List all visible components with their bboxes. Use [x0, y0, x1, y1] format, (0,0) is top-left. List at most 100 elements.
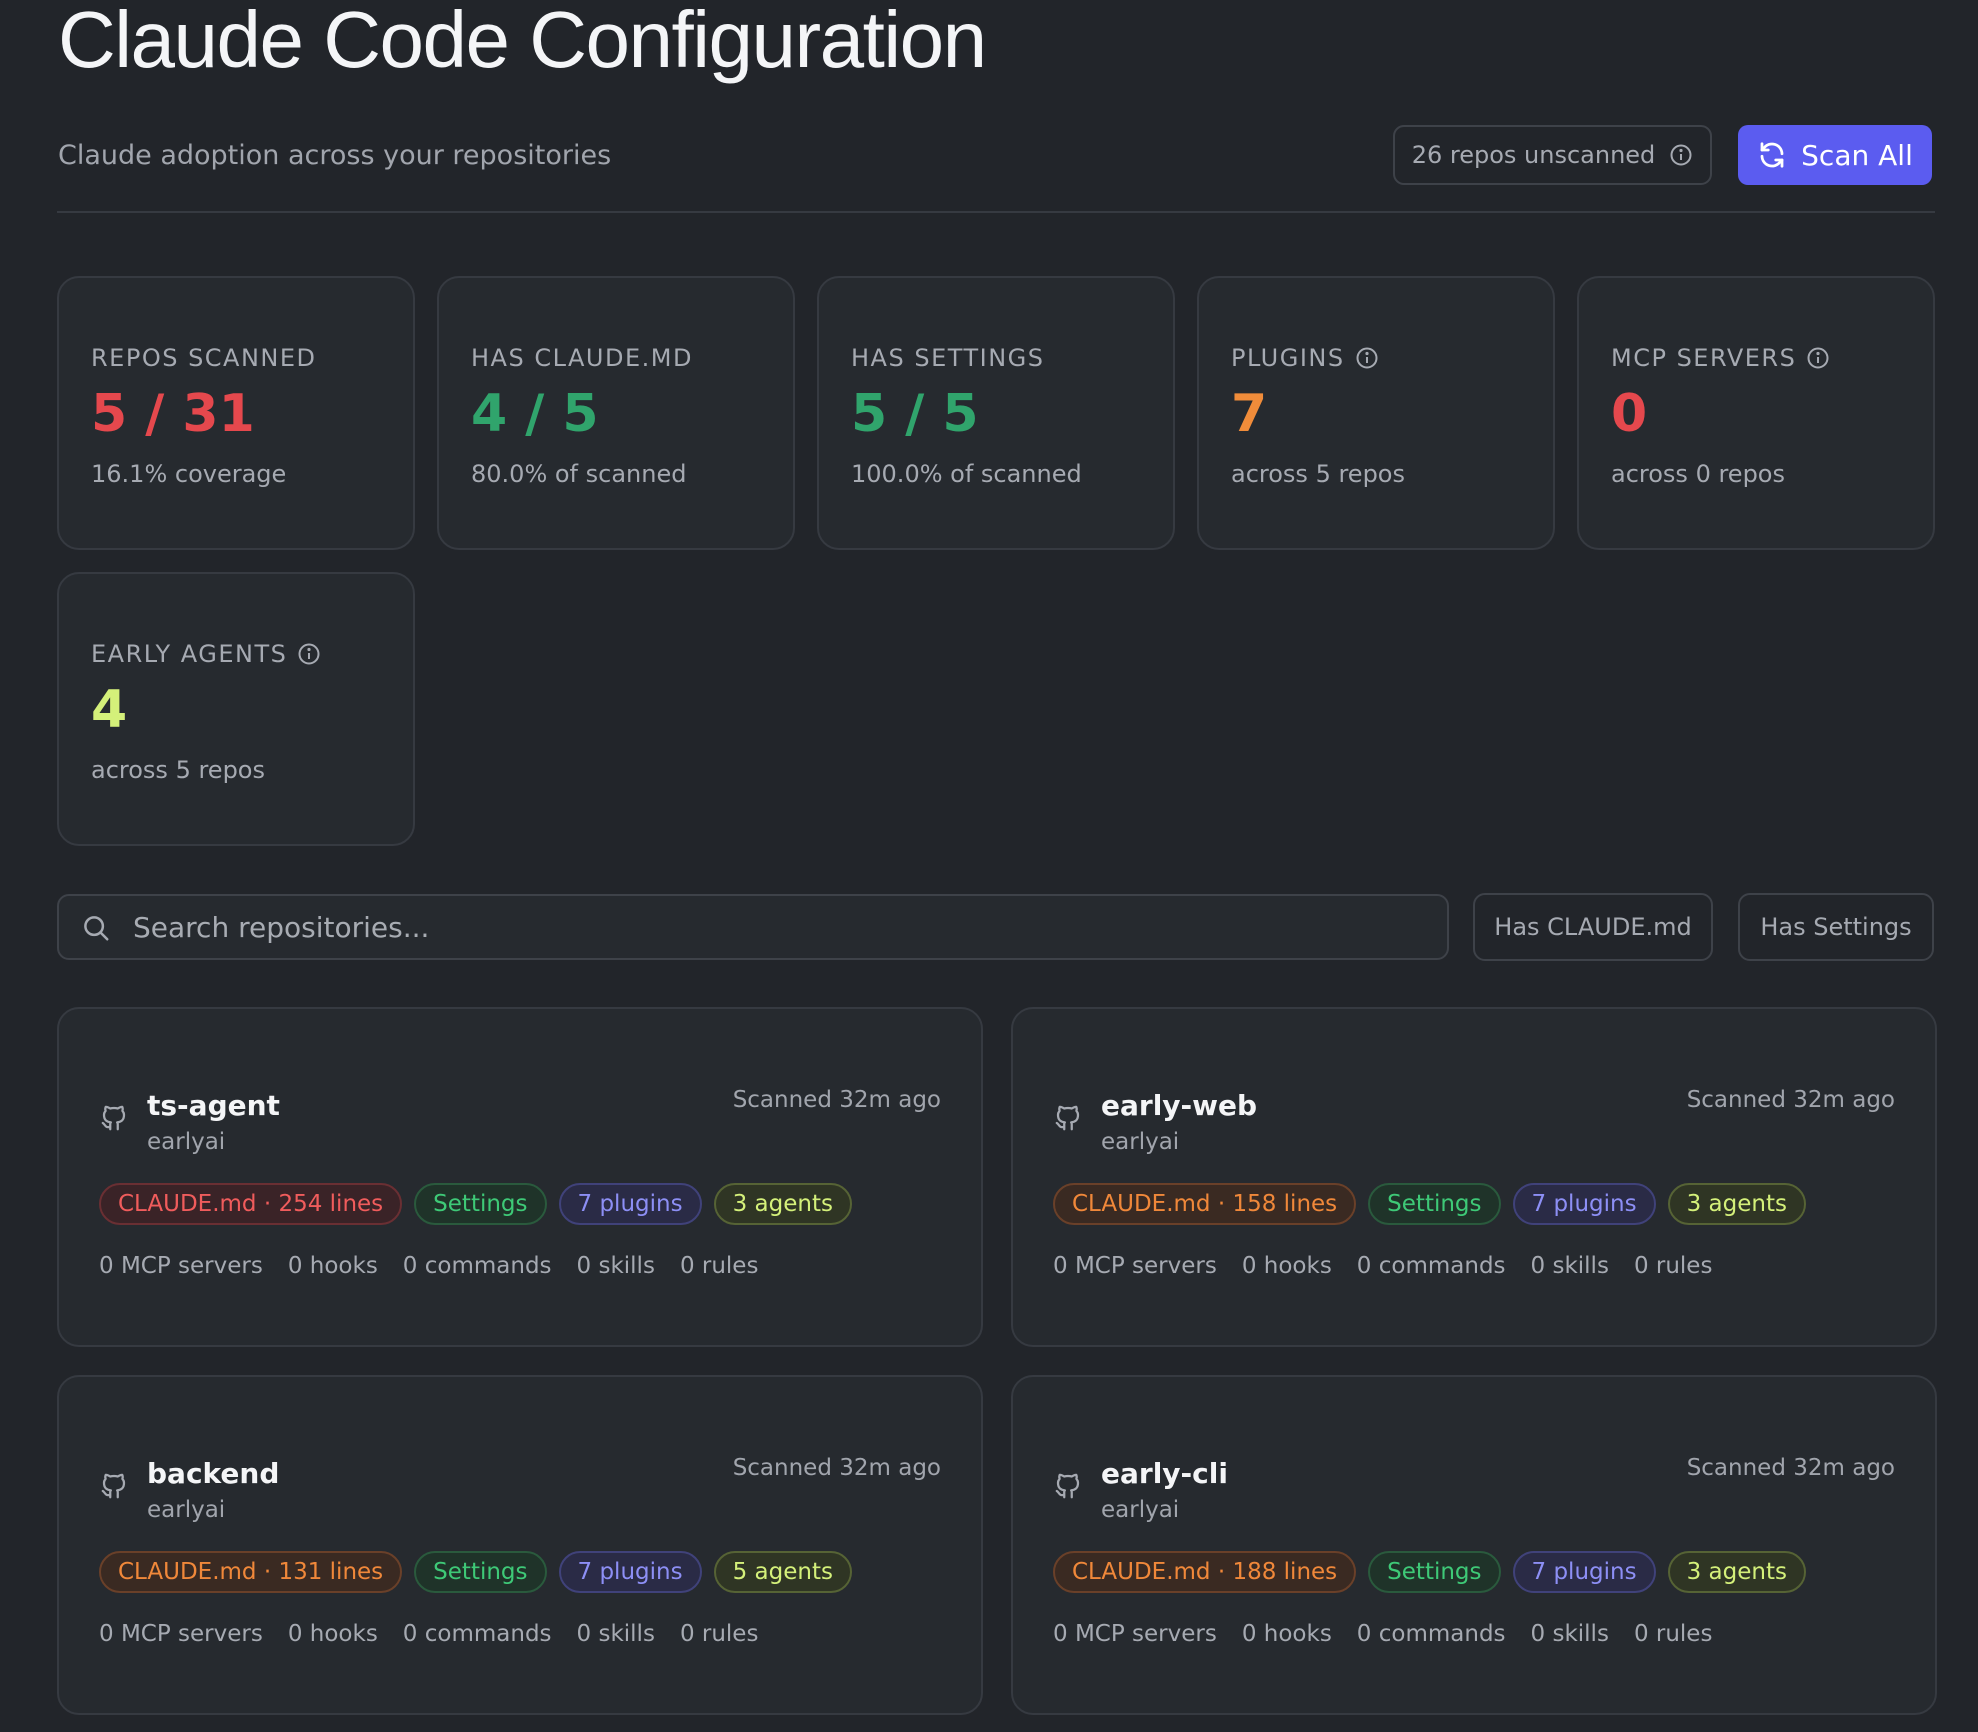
unscanned-repos-badge[interactable]: 26 repos unscanned	[1393, 125, 1712, 185]
page-title: Claude Code Configuration	[58, 0, 987, 84]
stat-card: MCP SERVERS 0 across 0 repos	[1577, 276, 1935, 550]
stat-label-text: PLUGINS	[1231, 344, 1345, 372]
stat-subtext: across 5 repos	[1231, 460, 1405, 488]
repo-owner: earlyai	[147, 1129, 226, 1155]
stat-label-text: REPOS SCANNED	[91, 344, 317, 372]
commands-count: 0 commands	[402, 1253, 552, 1279]
stat-card: HAS SETTINGS 5 / 5 100.0% of scanned	[817, 276, 1175, 550]
mcp-servers-count: 0 MCP servers	[99, 1621, 263, 1647]
stat-label-text: HAS CLAUDE.MD	[471, 344, 693, 372]
stat-value: 4	[91, 680, 128, 740]
rules-count: 0 rules	[1633, 1621, 1713, 1647]
repo-name[interactable]: early-web	[1101, 1089, 1258, 1122]
stat-label: PLUGINS	[1231, 344, 1379, 372]
filter-has-settings-button[interactable]: Has Settings	[1738, 893, 1934, 961]
stat-label-text: HAS SETTINGS	[851, 344, 1045, 372]
scan-all-button[interactable]: Scan All	[1738, 125, 1932, 185]
skills-count: 0 skills	[576, 1621, 655, 1647]
skills-count: 0 skills	[1530, 1253, 1609, 1279]
mcp-servers-count: 0 MCP servers	[1053, 1253, 1217, 1279]
stat-label: HAS SETTINGS	[851, 344, 1045, 372]
header-divider	[57, 211, 1935, 213]
search-input[interactable]	[133, 904, 1423, 950]
hooks-count: 0 hooks	[287, 1621, 378, 1647]
commands-count: 0 commands	[1356, 1621, 1506, 1647]
repo-scanned-time: Scanned 32m ago	[1686, 1455, 1895, 1481]
settings-badge: Settings	[1368, 1183, 1501, 1225]
commands-count: 0 commands	[1356, 1253, 1506, 1279]
stat-subtext: 16.1% coverage	[91, 460, 287, 488]
stat-card: EARLY AGENTS 4 across 5 repos	[57, 572, 415, 846]
plugins-badge: 7 plugins	[1512, 1551, 1656, 1593]
stat-label: HAS CLAUDE.MD	[471, 344, 693, 372]
hooks-count: 0 hooks	[1241, 1253, 1332, 1279]
repo-counts: 0 MCP servers 0 hooks 0 commands 0 skills 0 …	[99, 1253, 758, 1279]
stat-value: 5 / 31	[91, 384, 255, 444]
repo-card[interactable]: ts-agent earlyai Scanned 32m ago CLAUDE.md …	[57, 1007, 983, 1347]
refresh-icon	[1760, 142, 1784, 168]
info-icon[interactable]	[1806, 346, 1830, 370]
stat-label: MCP SERVERS	[1611, 344, 1830, 372]
agents-badge: 3 agents	[713, 1183, 852, 1225]
repo-name[interactable]: ts-agent	[147, 1089, 280, 1122]
stat-value: 4 / 5	[471, 384, 599, 444]
github-icon	[99, 1103, 129, 1137]
stat-card: HAS CLAUDE.MD 4 / 5 80.0% of scanned	[437, 276, 795, 550]
repo-name[interactable]: backend	[147, 1457, 280, 1490]
settings-badge: Settings	[1368, 1551, 1501, 1593]
claude-md-badge: CLAUDE.md · 188 lines	[1053, 1551, 1357, 1593]
stat-label: EARLY AGENTS	[91, 640, 321, 668]
mcp-servers-count: 0 MCP servers	[1053, 1621, 1217, 1647]
stat-value: 7	[1231, 384, 1268, 444]
repo-counts: 0 MCP servers 0 hooks 0 commands 0 skills 0 …	[1053, 1621, 1712, 1647]
settings-badge: Settings	[414, 1183, 547, 1225]
stat-card: REPOS SCANNED 5 / 31 16.1% coverage	[57, 276, 415, 550]
hooks-count: 0 hooks	[287, 1253, 378, 1279]
info-icon[interactable]	[1355, 346, 1379, 370]
rules-count: 0 rules	[1633, 1253, 1713, 1279]
repo-owner: earlyai	[1101, 1129, 1180, 1155]
stat-card: PLUGINS 7 across 5 repos	[1197, 276, 1555, 550]
rules-count: 0 rules	[679, 1621, 759, 1647]
repo-badges: CLAUDE.md · 254 lines Settings 7 plugins 3 …	[99, 1183, 852, 1225]
repo-name[interactable]: early-cli	[1101, 1457, 1228, 1490]
unscanned-label: 26 repos unscanned	[1411, 141, 1656, 169]
info-icon[interactable]	[297, 642, 321, 666]
repo-badges: CLAUDE.md · 158 lines Settings 7 plugins 3 …	[1053, 1183, 1806, 1225]
repo-card[interactable]: early-cli earlyai Scanned 32m ago CLAUDE.md…	[1011, 1375, 1937, 1715]
github-icon	[1053, 1471, 1083, 1505]
search-box[interactable]	[57, 894, 1449, 960]
repo-owner: earlyai	[147, 1497, 226, 1523]
scan-all-label: Scan All	[1801, 138, 1913, 172]
skills-count: 0 skills	[576, 1253, 655, 1279]
settings-badge: Settings	[414, 1551, 547, 1593]
info-icon[interactable]	[1669, 143, 1693, 167]
repo-owner: earlyai	[1101, 1497, 1180, 1523]
repo-counts: 0 MCP servers 0 hooks 0 commands 0 skills 0 …	[1053, 1253, 1712, 1279]
claude-md-badge: CLAUDE.md · 131 lines	[99, 1551, 403, 1593]
claude-md-badge: CLAUDE.md · 158 lines	[1053, 1183, 1357, 1225]
stat-subtext: across 5 repos	[91, 756, 265, 784]
repo-badges: CLAUDE.md · 131 lines Settings 7 plugins 5 …	[99, 1551, 852, 1593]
stat-subtext: across 0 repos	[1611, 460, 1785, 488]
stat-label-text: MCP SERVERS	[1611, 344, 1797, 372]
stat-label-text: EARLY AGENTS	[91, 640, 288, 668]
plugins-badge: 7 plugins	[558, 1551, 702, 1593]
repo-scanned-time: Scanned 32m ago	[1686, 1087, 1895, 1113]
repo-card[interactable]: backend earlyai Scanned 32m ago CLAUDE.md ·…	[57, 1375, 983, 1715]
repo-scanned-time: Scanned 32m ago	[732, 1455, 941, 1481]
agents-badge: 3 agents	[1667, 1183, 1806, 1225]
commands-count: 0 commands	[402, 1621, 552, 1647]
hooks-count: 0 hooks	[1241, 1621, 1332, 1647]
stat-subtext: 80.0% of scanned	[471, 460, 687, 488]
claude-md-badge: CLAUDE.md · 254 lines	[99, 1183, 403, 1225]
plugins-badge: 7 plugins	[1512, 1183, 1656, 1225]
repo-card[interactable]: early-web earlyai Scanned 32m ago CLAUDE.md…	[1011, 1007, 1937, 1347]
repo-scanned-time: Scanned 32m ago	[732, 1087, 941, 1113]
filter-has-claude-md-button[interactable]: Has CLAUDE.md	[1473, 893, 1713, 961]
agents-badge: 5 agents	[713, 1551, 852, 1593]
repo-badges: CLAUDE.md · 188 lines Settings 7 plugins 3 …	[1053, 1551, 1806, 1593]
stat-value: 0	[1611, 384, 1648, 444]
stat-label: REPOS SCANNED	[91, 344, 317, 372]
